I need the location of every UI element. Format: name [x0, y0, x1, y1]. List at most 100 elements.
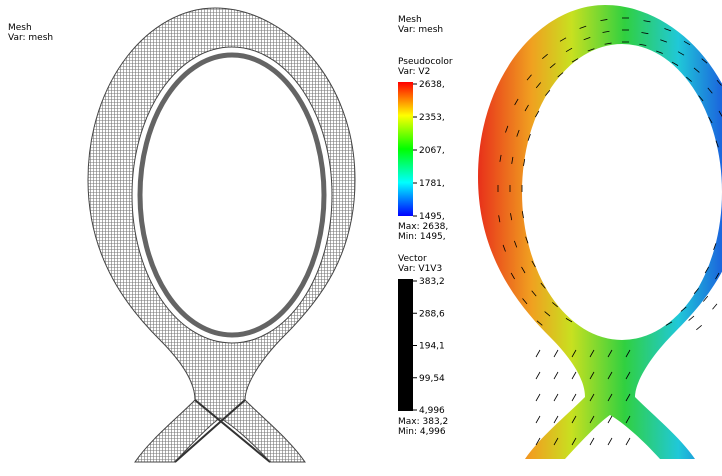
vector-arrow	[553, 393, 559, 402]
vector-arrow	[565, 47, 573, 53]
vector-arrow	[625, 415, 631, 424]
legend-min: Min: 4,996	[398, 427, 446, 437]
vector-arrow	[656, 50, 663, 54]
vector-arrow	[522, 298, 528, 305]
vector-arrow	[680, 306, 687, 312]
vector-arrow	[664, 28, 672, 32]
vector-arrow	[693, 288, 699, 295]
vector-arrow	[511, 156, 514, 164]
vector-arrow	[527, 133, 531, 141]
vector-arrow	[607, 371, 613, 380]
var-label: Var: mesh	[8, 33, 53, 43]
vector-arrow	[499, 154, 502, 162]
vector-arrow	[521, 266, 526, 274]
vector-arrow	[549, 63, 556, 69]
vector-arrow	[583, 36, 591, 41]
vector-arrow	[625, 393, 631, 402]
vector-arrow	[526, 74, 532, 81]
vector-arrow	[535, 415, 541, 424]
vector-arrow	[540, 282, 546, 289]
vector-arrow	[571, 349, 577, 358]
vector-arrow	[521, 211, 524, 219]
vector-arrow	[665, 321, 673, 326]
vector-arrow	[715, 272, 720, 280]
vector-arrow	[535, 110, 540, 118]
vector-arrow	[716, 79, 722, 86]
vector-arrow	[553, 415, 559, 424]
vector-arrow	[671, 61, 679, 66]
vector-arrow	[553, 349, 559, 358]
vector-arrow	[544, 311, 551, 317]
vector-arrow	[677, 51, 685, 56]
vector-arrow	[559, 37, 567, 42]
vector-arrow	[704, 266, 709, 274]
vector-arrow	[696, 324, 702, 331]
vector-arrow	[708, 116, 713, 124]
vector-arrow	[607, 437, 613, 446]
vector-arrow	[516, 129, 520, 137]
vector-arrow	[589, 371, 595, 380]
vector-arrow	[641, 32, 649, 35]
legend-tick-label: 2353,	[419, 113, 445, 123]
vector-arrow	[625, 371, 631, 380]
vector-arrow	[535, 371, 541, 380]
vector-arrow	[602, 30, 610, 33]
legend-tick-label: 2067,	[419, 146, 445, 156]
legend-tick-label: 288,6	[419, 309, 445, 319]
vector-arrow	[542, 53, 548, 60]
vector-arrow	[639, 43, 647, 46]
vector-arrow	[513, 240, 518, 248]
vector-arrow	[604, 42, 612, 45]
vector-arrow	[553, 371, 559, 380]
legend-tick-label: 194,1	[419, 342, 445, 352]
vector-arrow	[535, 437, 541, 446]
plot-label: Mesh	[8, 23, 32, 33]
vector-arrow	[589, 349, 595, 358]
legend-tick-label: 1781,	[419, 179, 445, 189]
vector-arrow	[510, 272, 515, 280]
vector-arrow	[531, 260, 536, 268]
vector-arrow	[514, 98, 519, 106]
legend-title: Pseudocolor	[398, 57, 453, 67]
vector-arrow	[571, 437, 577, 446]
color-bar	[398, 82, 413, 216]
vector-arrow	[502, 244, 506, 252]
var-label: Var: V2	[398, 67, 430, 77]
vector-arrow	[523, 158, 526, 167]
var-label: Var: V1V3	[398, 264, 442, 274]
legend-min: Min: 1495,	[398, 232, 446, 242]
plot-label: Mesh	[398, 15, 422, 25]
vector-arrow	[660, 39, 668, 43]
vector-arrow	[688, 315, 695, 321]
vector-arrow	[589, 393, 595, 402]
vector-arrow	[600, 19, 608, 22]
vector-arrow	[536, 320, 543, 326]
vector-arrow	[715, 140, 719, 148]
vector-arrow	[587, 48, 595, 52]
legend-tick-label: 99,54	[419, 374, 445, 384]
vector-arrow	[535, 393, 541, 402]
legend-title: Vector	[398, 254, 427, 264]
vector-arrow	[571, 58, 579, 63]
vector-arrow	[607, 393, 613, 402]
vector-arrow	[625, 349, 631, 358]
vector-arrow	[498, 215, 501, 223]
legend-tick-label: 383,2	[419, 277, 445, 287]
vector-arrow	[702, 295, 709, 302]
vector-arrow	[625, 437, 631, 446]
vector-arrow	[524, 104, 529, 112]
vector-arrow	[693, 67, 700, 73]
vector-arrow	[607, 349, 613, 358]
vector-arrow	[535, 82, 542, 89]
legend-tick-label: 4,996	[419, 406, 445, 416]
vector-arrow	[553, 437, 559, 446]
vector-arrow	[535, 349, 541, 358]
vector-bar	[398, 279, 413, 411]
var-label: Var: mesh	[398, 25, 443, 35]
vector-arrow	[571, 415, 577, 424]
vector-arrow	[686, 76, 692, 82]
vector-arrow	[707, 87, 713, 94]
vector-arrow	[552, 302, 558, 308]
vector-arrow	[589, 437, 595, 446]
